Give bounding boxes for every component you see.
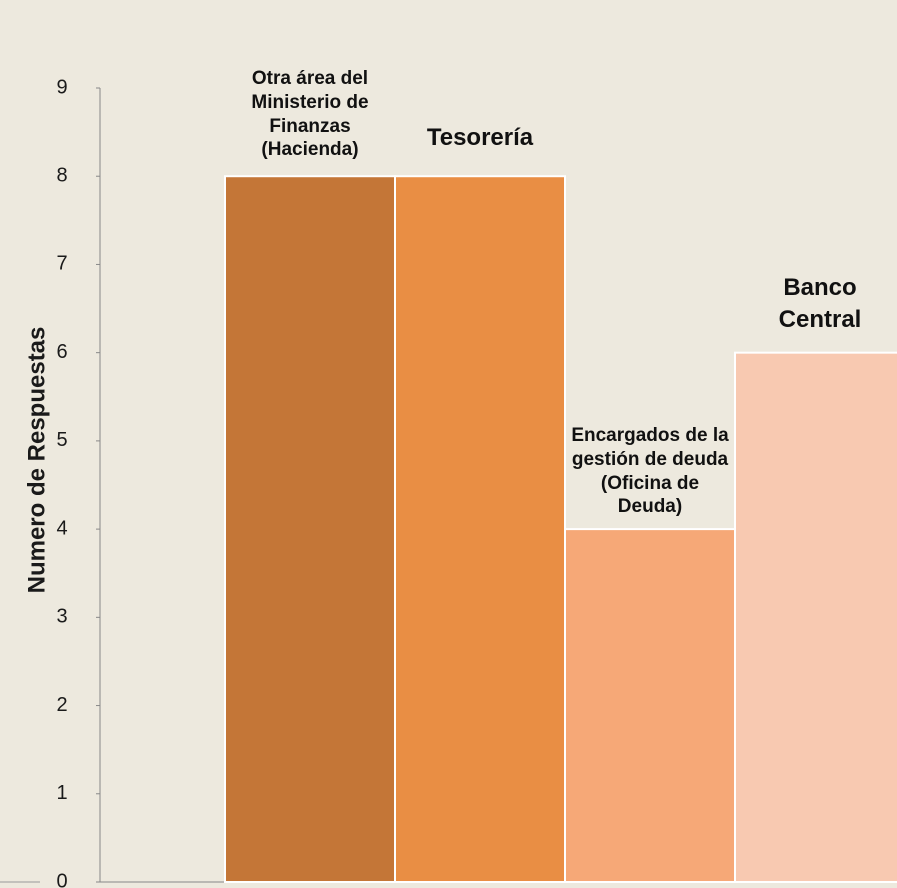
category-label: Encargados de la gestión de deuda (Ofici… — [571, 425, 729, 518]
y-tick-label: 2 — [56, 694, 67, 716]
y-axis-title: Numero de Respuestas — [23, 327, 50, 594]
y-tick-label: 3 — [56, 606, 67, 628]
bar — [394, 175, 566, 883]
y-tick-label: 7 — [56, 253, 67, 275]
y-tick-label: 0 — [56, 870, 67, 888]
category-label: Banco Central — [778, 273, 862, 334]
category-label: Otra área del Ministerio de Finanzas (Ha… — [251, 68, 369, 161]
bar — [734, 351, 897, 883]
y-tick-label: 5 — [56, 429, 67, 451]
y-tick-label: 4 — [56, 517, 67, 539]
bar — [224, 175, 396, 883]
y-tick-label: 1 — [56, 782, 67, 804]
y-tick-label: 8 — [56, 165, 67, 187]
y-tick-label: 6 — [56, 341, 67, 363]
y-tick-label: 9 — [56, 76, 67, 98]
category-label: Tesorería — [426, 123, 534, 151]
bar — [564, 528, 736, 883]
